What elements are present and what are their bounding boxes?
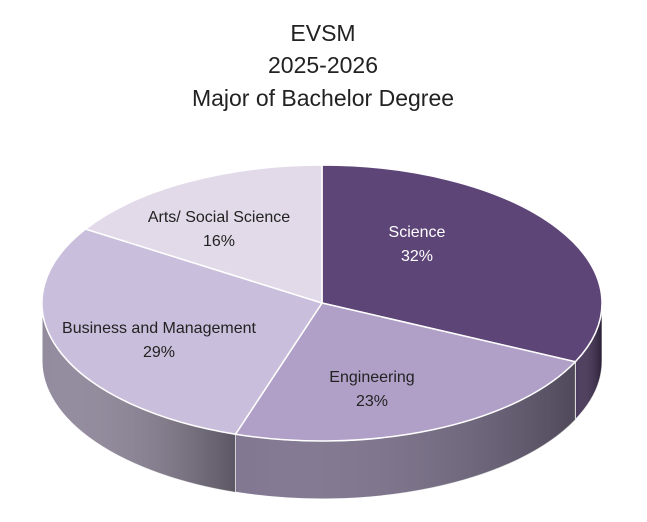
- slice-side-shade: [42, 303, 236, 493]
- slice-side-shade: [235, 361, 576, 499]
- slice-value-label: 29%: [143, 344, 175, 361]
- slice-value-label: 16%: [203, 233, 235, 250]
- chart-title: Major of Bachelor Degree: [192, 85, 454, 111]
- slice: [234, 302, 577, 442]
- slice-label: Business and Management: [62, 320, 256, 337]
- slice: [83, 164, 323, 305]
- slice: [41, 228, 324, 436]
- slice-side-shade: [575, 303, 602, 420]
- slice-label: Science: [389, 224, 446, 241]
- slice-value-label: 23%: [356, 393, 388, 410]
- slice: [321, 164, 603, 363]
- slice-label: Arts/ Social Science: [148, 209, 290, 226]
- chart-title: EVSM: [290, 20, 355, 46]
- slice-value-label: 32%: [401, 248, 433, 265]
- chart-title: 2025-2026: [268, 52, 378, 78]
- slice-label: Engineering: [329, 369, 414, 386]
